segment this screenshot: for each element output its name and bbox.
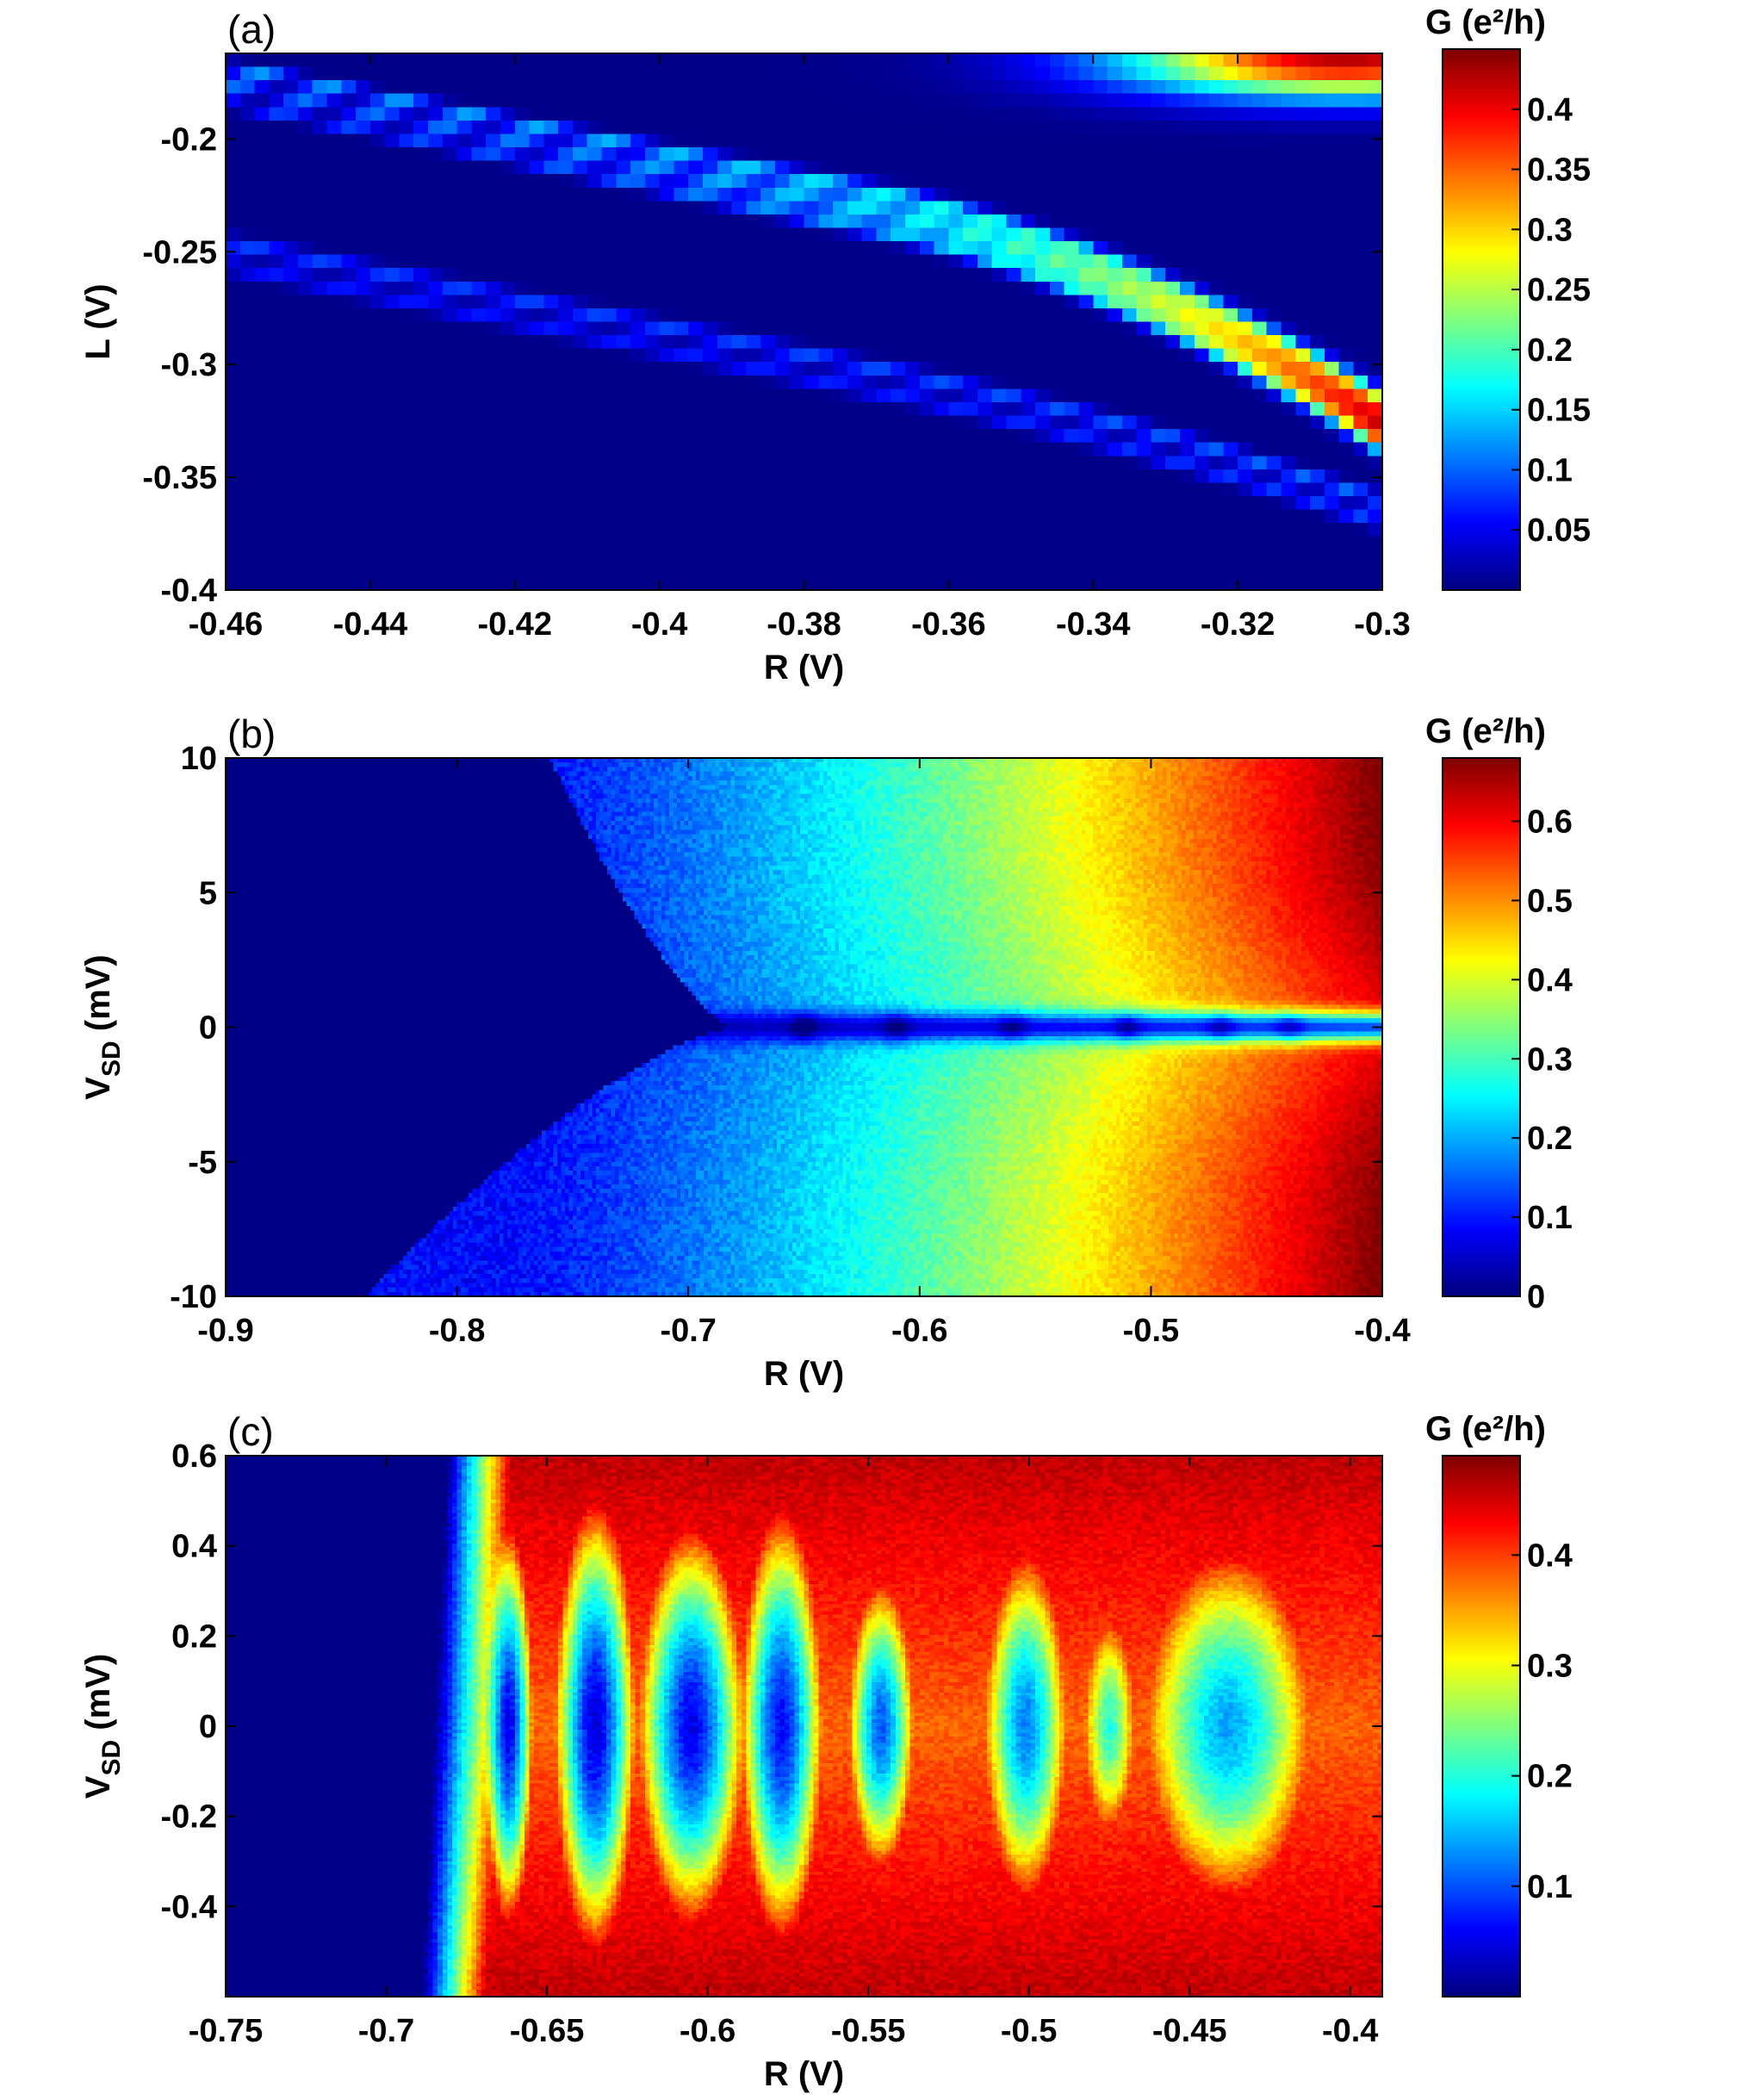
colorbar-tick-label: 0.1 [1527, 452, 1573, 488]
colorbar-title: G (e²/h) [1425, 3, 1546, 41]
x-axis-label: R (V) [764, 2055, 844, 2093]
colorbar-tick-label: 0.1 [1527, 1200, 1573, 1236]
heatmap-image [226, 758, 1382, 1296]
colorbar-tick-label: 0.1 [1527, 1869, 1573, 1905]
x-tick-label: -0.4 [1354, 1313, 1410, 1349]
x-tick-label: -0.6 [891, 1313, 947, 1349]
y-axis-label: L (V) [79, 283, 117, 359]
colorbar-tick-label: 0.3 [1527, 212, 1573, 248]
y-tick-label: 5 [199, 875, 217, 911]
x-axis-label: R (V) [764, 1355, 844, 1393]
x-tick-label: -0.38 [766, 606, 841, 643]
y-tick-label: -0.3 [161, 347, 217, 383]
colorbar-gradient [1443, 49, 1520, 590]
x-tick-label: -0.6 [680, 2013, 735, 2049]
x-tick-label: -0.75 [189, 2013, 264, 2049]
x-tick-label: -0.4 [631, 606, 687, 643]
x-tick-label: -0.42 [477, 606, 552, 643]
colorbar-tick-label: 0.4 [1527, 92, 1573, 128]
y-tick-label: 10 [181, 741, 217, 777]
colorbar-gradient [1443, 758, 1520, 1296]
x-tick-label: -0.5 [1001, 2013, 1057, 2049]
colorbar-tick-label: 0.05 [1527, 513, 1591, 549]
colorbar-title: G (e²/h) [1425, 712, 1546, 750]
colorbar-tick-label: 0.25 [1527, 272, 1591, 308]
colorbar-frame [1442, 757, 1521, 1297]
x-tick-label: -0.5 [1123, 1313, 1179, 1349]
colorbar-tick-label: 0.2 [1527, 332, 1573, 369]
x-tick-label: -0.9 [197, 1313, 253, 1349]
y-tick-label: -10 [170, 1279, 217, 1315]
y-tick-label: -0.4 [161, 1889, 217, 1925]
y-tick-label: -0.25 [142, 234, 217, 270]
colorbar-tick-label: 0.4 [1527, 1538, 1573, 1574]
x-tick-label: -0.32 [1201, 606, 1275, 643]
x-tick-label: -0.7 [358, 2013, 414, 2049]
x-tick-label: -0.36 [911, 606, 986, 643]
panel-1: -0.9 -0.8 -0.7 -0.6 -0.5 -0.4 10 5 0 -5 -10 R (V) VS… [79, 711, 1573, 1393]
colorbar-title: G (e²/h) [1425, 1410, 1546, 1448]
colorbar-gradient [1443, 1456, 1520, 1997]
colorbar-tick-label: 0.4 [1527, 962, 1573, 998]
y-tick-label: 0.4 [171, 1529, 217, 1565]
y-tick-label: 0.6 [171, 1438, 217, 1475]
x-tick-label: -0.8 [429, 1313, 485, 1349]
y-tick-label: -0.2 [161, 1799, 217, 1836]
x-tick-label: -0.46 [189, 606, 264, 643]
colorbar-tick-label: 0.5 [1527, 883, 1573, 919]
colorbar-tick-label: 0.3 [1527, 1649, 1573, 1685]
x-tick-label: -0.65 [510, 2013, 585, 2049]
x-tick-label: -0.4 [1322, 2013, 1378, 2049]
heatmap-image [226, 1456, 1382, 1997]
colorbar-tick-label: 0 [1527, 1279, 1545, 1315]
y-tick-label: 0 [199, 1709, 217, 1745]
x-tick-label: -0.45 [1152, 2013, 1227, 2049]
x-tick-label: -0.3 [1354, 606, 1410, 643]
panel-label: (a) [227, 7, 276, 52]
colorbar-tick-label: 0.2 [1527, 1759, 1573, 1795]
y-tick-label: -0.35 [142, 460, 217, 496]
y-tick-label: -0.4 [161, 573, 217, 609]
panel-0: -0.46 -0.44 -0.42 -0.4 -0.38 -0.36 -0.34 -0.32 -… [79, 3, 1591, 687]
y-tick-label: 0.2 [171, 1618, 217, 1655]
panel-label: (b) [227, 711, 276, 756]
x-tick-label: -0.55 [831, 2013, 906, 2049]
x-tick-label: -0.34 [1056, 606, 1131, 643]
colorbar-tick-label: 0.15 [1527, 393, 1591, 429]
y-axis-label: VSD (mV) [79, 954, 126, 1099]
x-tick-label: -0.7 [660, 1313, 716, 1349]
y-tick-label: -0.2 [161, 121, 217, 158]
colorbar-tick-label: 0.3 [1527, 1041, 1573, 1078]
y-axis-label: VSD (mV) [79, 1654, 126, 1799]
colorbar-tick-label: 0.35 [1527, 152, 1591, 189]
heatmap-image [226, 53, 1382, 590]
x-axis-label: R (V) [764, 649, 844, 687]
x-tick-label: -0.44 [333, 606, 408, 643]
colorbar-tick-label: 0.2 [1527, 1121, 1573, 1157]
y-tick-label: 0 [199, 1010, 217, 1047]
y-tick-label: -5 [188, 1145, 217, 1181]
colorbar-frame [1442, 1455, 1521, 1997]
panel-2: -0.75 -0.7 -0.65 -0.6 -0.55 -0.5 -0.45 -0.4 0.6 0… [79, 1409, 1573, 2093]
colorbar-tick-label: 0.6 [1527, 805, 1573, 841]
colorbar-frame [1442, 48, 1521, 591]
panel-label: (c) [227, 1409, 274, 1454]
